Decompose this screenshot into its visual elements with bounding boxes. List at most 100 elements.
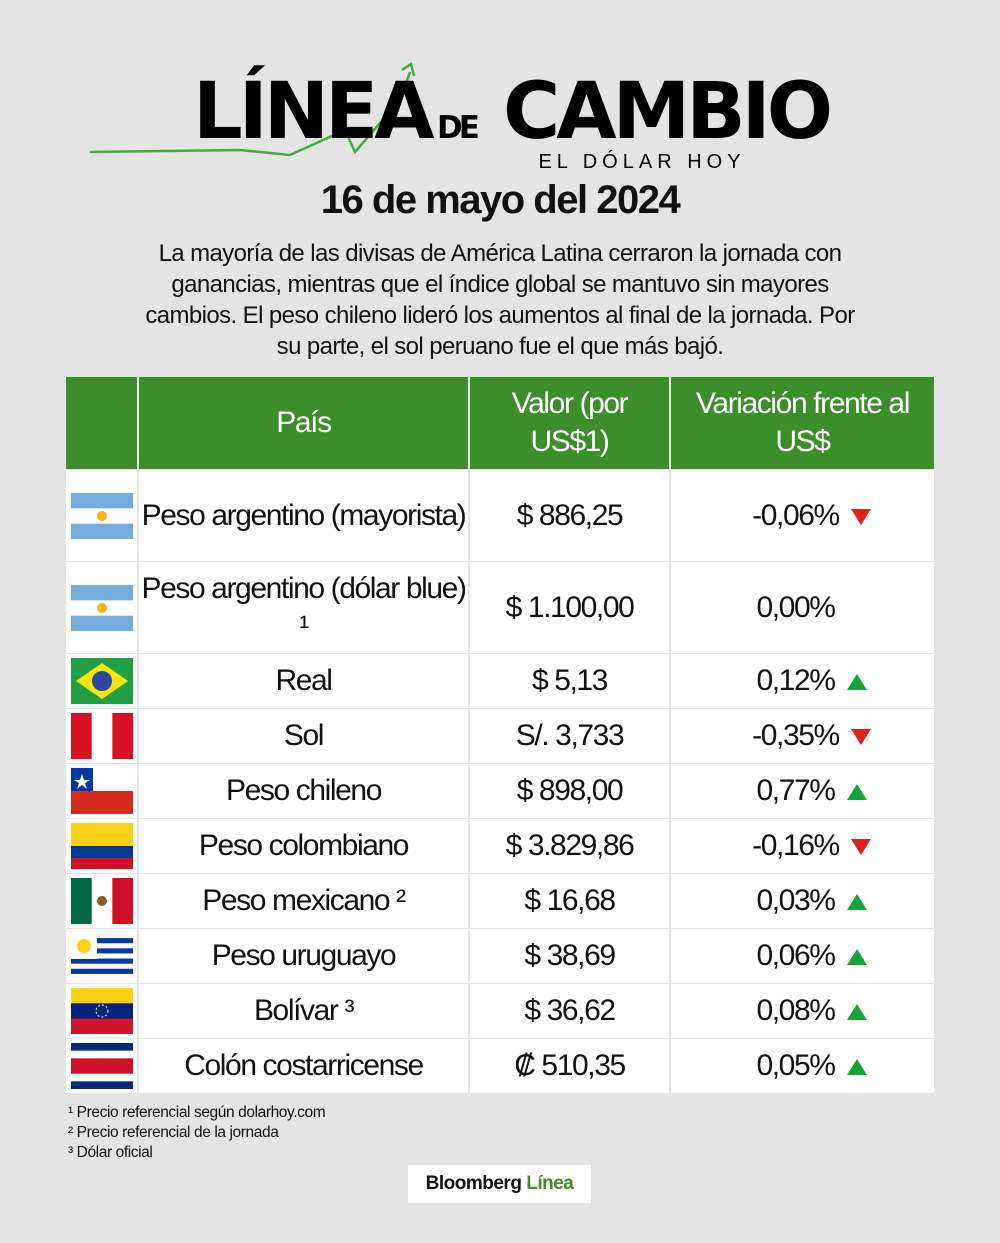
table-header: País Valor (por US$1) Variación frente al … <box>66 377 934 469</box>
flag <box>70 584 133 631</box>
table-row: Real $ 5,13 0,12% <box>66 653 934 708</box>
header-cell <box>66 377 137 469</box>
variation: 0,05% <box>756 1049 835 1082</box>
variation: 0,03% <box>756 884 835 917</box>
flag-shape <box>91 671 112 691</box>
trend-arrow <box>835 782 879 800</box>
brand-name: Bloomberg <box>425 1173 522 1194</box>
currency-value: $ 5,13 <box>468 654 669 708</box>
logo-de: DE <box>437 110 478 146</box>
flag-shape <box>846 784 867 800</box>
variation-cell: -0,16% <box>669 819 934 873</box>
flag <box>70 768 133 814</box>
variation-cell: 0,12% <box>669 654 934 708</box>
flag-shape <box>70 943 133 949</box>
flag-shape <box>70 938 133 944</box>
logo-main: LÍNEA <box>193 65 434 157</box>
flag-cell <box>66 984 137 1038</box>
flag-shape <box>70 1066 133 1075</box>
currency-value: $ 16,68 <box>468 874 669 928</box>
trend-arrow <box>839 727 883 745</box>
variation: 0,08% <box>756 994 835 1027</box>
table-row: Peso mexicano ² $ 16,68 0,03% <box>66 873 934 928</box>
currency-name: Peso chileno <box>137 764 468 818</box>
currency-value: $ 38,69 <box>468 929 669 983</box>
table-row: Peso argentino (mayorista) $ 886,25 -0,06% <box>66 469 934 561</box>
currency-name: Sol <box>137 709 468 763</box>
date: 16 de mayo del 2024 <box>320 178 681 222</box>
flag-shape <box>70 963 133 970</box>
trend-arrow <box>835 672 879 690</box>
header-cell: Variación frente al US$ <box>669 377 934 469</box>
flag-cell <box>66 1039 137 1093</box>
flag-shape <box>96 510 107 521</box>
flag-cell <box>66 709 137 763</box>
currency-value: $ 886,25 <box>468 470 669 561</box>
footnote: ³ Dólar oficial <box>68 1144 153 1161</box>
flag-shape <box>70 858 133 869</box>
currency-name: Bolívar ³ <box>137 984 468 1038</box>
summary: La mayoría de las divisas de América Lat… <box>145 240 855 360</box>
footnotes: ¹ Precio referencial según dolarhoy.com ²… <box>68 1103 326 1163</box>
flag <box>70 933 133 979</box>
flag-shape <box>70 958 133 965</box>
table-row: Peso argentino (dólar blue) ¹ $ 1.100,00 0… <box>66 561 934 653</box>
currency-name: Peso colombiano <box>137 819 468 873</box>
variation: -0,16% <box>752 829 840 862</box>
flag-shape <box>70 953 133 960</box>
flag-shape <box>70 1058 133 1067</box>
currency-name: Peso argentino (dólar blue) ¹ <box>137 562 468 653</box>
logo: LÍNEA DE CAMBIO EL DÓLAR HOY <box>89 61 834 173</box>
brand-logo: Bloomberg Línea <box>408 1165 591 1203</box>
flag-shape <box>846 1059 867 1075</box>
flag <box>70 988 133 1034</box>
flag-shape <box>846 949 867 965</box>
flag-shape <box>70 615 133 631</box>
variation: 0,00% <box>756 590 835 624</box>
flag-shape <box>76 939 91 953</box>
table-row: Colón costarricense ₡ 510,35 0,05% <box>66 1038 934 1093</box>
variation: 0,77% <box>756 774 835 807</box>
trend-arrow <box>835 1002 879 1020</box>
flag-shape <box>70 1081 133 1089</box>
currency-value: $ 36,62 <box>468 984 669 1038</box>
flag-shape <box>70 492 133 509</box>
currency-value: $ 3.829,86 <box>468 819 669 873</box>
trend-arrow <box>835 1057 879 1075</box>
variation: 0,12% <box>756 664 835 697</box>
flag-shape <box>850 839 871 855</box>
flag-shape <box>70 713 92 759</box>
flag-shape <box>850 839 871 855</box>
currency-value: S/. 3,733 <box>468 709 669 763</box>
flag <box>70 823 133 869</box>
flag-shape <box>70 968 133 975</box>
flag-shape <box>846 1059 867 1075</box>
flag-shape <box>70 1003 133 1020</box>
flag-shape <box>70 988 133 1004</box>
flag-cell <box>66 562 137 653</box>
flag-shape <box>70 523 133 539</box>
variation-cell: 0,08% <box>669 984 934 1038</box>
trend-arrow <box>835 947 879 965</box>
variation: 0,06% <box>756 939 835 972</box>
trend-arrow <box>839 837 883 855</box>
currency-name: Colón costarricense <box>137 1039 468 1093</box>
flag-cell <box>66 764 137 818</box>
flag-shape <box>846 1004 867 1020</box>
flag-shape <box>850 508 871 525</box>
flag-shape <box>111 878 133 924</box>
variation: -0,35% <box>752 719 840 752</box>
flag-shape <box>846 674 867 690</box>
table-row: Peso colombiano $ 3.829,86 -0,16% <box>66 818 934 873</box>
flag-cell <box>66 819 137 873</box>
header-cell: Valor (por US$1) <box>468 377 669 469</box>
flag-shape <box>846 784 867 800</box>
flag-shape <box>846 1004 867 1020</box>
variation-cell: -0,35% <box>669 709 934 763</box>
variation-cell: 0,05% <box>669 1039 934 1093</box>
flag-shape <box>70 846 133 858</box>
currency-value: $ 1.100,00 <box>468 562 669 653</box>
flag-shape <box>91 713 113 759</box>
